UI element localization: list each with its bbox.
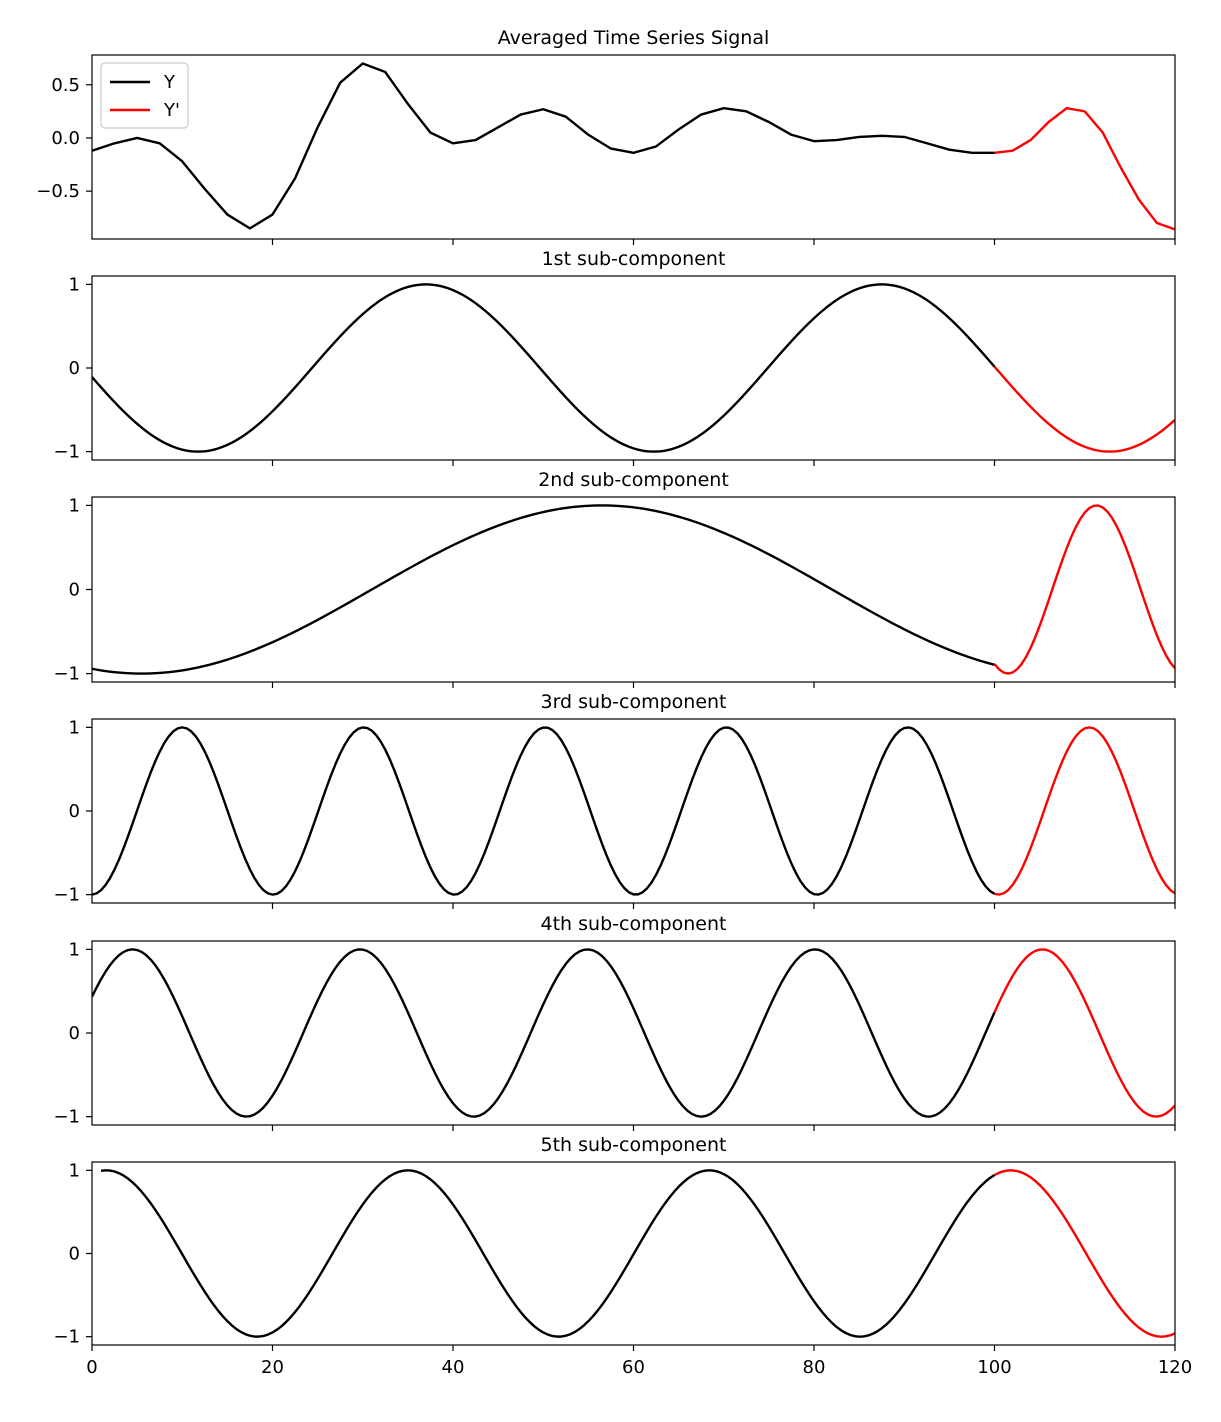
y-tick-label: −1 <box>53 442 80 463</box>
y-tick-label: 1 <box>69 495 80 516</box>
chart-panel-4: 3rd sub-component −1 0 1 <box>53 691 1176 909</box>
legend-label: Y <box>163 72 176 93</box>
y-tick-label: −0.5 <box>36 181 80 202</box>
chart-panel-3: 2nd sub-component −1 0 1 <box>53 469 1176 688</box>
series-line-forecast <box>993 504 1175 675</box>
series-line-observed <box>92 283 996 453</box>
series-line-forecast <box>994 726 1175 896</box>
y-tick-label: 1 <box>69 717 80 738</box>
legend-label: Y' <box>163 100 180 121</box>
chart-title: 1st sub-component <box>542 248 726 270</box>
x-tick-label: 20 <box>261 1357 284 1378</box>
y-tick-label: 1 <box>69 274 80 295</box>
series-line-observed <box>92 948 996 1118</box>
chart-panel-5: 4th sub-component −1 0 1 <box>53 913 1176 1131</box>
y-tick-label: 0.0 <box>51 128 80 149</box>
series-line-y <box>92 62 995 230</box>
y-tick-label: −1 <box>53 1327 80 1348</box>
chart-title: 5th sub-component <box>541 1134 727 1156</box>
legend: Y Y' <box>100 62 189 129</box>
series-line-observed <box>92 726 996 896</box>
chart-title: 4th sub-component <box>541 913 727 935</box>
plot-frame <box>91 940 1176 1126</box>
plot-frame <box>91 718 1176 904</box>
x-tick-label: 60 <box>622 1357 645 1378</box>
y-tick-label: 0 <box>69 801 80 822</box>
x-tick-label: 80 <box>803 1357 826 1378</box>
y-tick-label: 0 <box>69 358 80 379</box>
x-tick-label: 120 <box>1158 1357 1192 1378</box>
y-tick-label: 0 <box>69 1244 80 1265</box>
y-tick-label: −1 <box>53 1107 80 1128</box>
y-tick-label: −1 <box>53 885 80 906</box>
y-tick-label: 0.5 <box>51 75 80 96</box>
x-tick-label: 40 <box>442 1357 465 1378</box>
chart-panel-2: 1st sub-component −1 0 1 <box>53 248 1176 466</box>
y-tick-label: 0 <box>69 1023 80 1044</box>
y-tick-label: 0 <box>69 580 80 601</box>
x-tick-label: 100 <box>977 1357 1011 1378</box>
x-tick-label: 0 <box>86 1357 97 1378</box>
series-line-forecast <box>993 948 1175 1118</box>
series-line-forecast <box>993 1169 1175 1338</box>
chart-panel-1: Averaged Time Series Signal −0.5 0.0 0.5 Y Y' <box>36 27 1176 245</box>
series-line-forecast <box>993 365 1175 453</box>
plot-frame <box>91 496 1176 683</box>
plot-frame <box>91 54 1176 240</box>
chart-title: 3rd sub-component <box>540 691 726 713</box>
plot-frame <box>91 275 1176 461</box>
legend-box <box>100 62 189 129</box>
chart-title: 2nd sub-component <box>538 469 729 491</box>
series-line-observed <box>92 504 995 675</box>
y-tick-label: 1 <box>69 939 80 960</box>
series-line-y-prime <box>994 106 1175 231</box>
y-tick-label: 1 <box>69 1160 80 1181</box>
y-tick-label: −1 <box>53 664 80 685</box>
series-line-observed <box>100 1169 996 1338</box>
chart-title: Averaged Time Series Signal <box>498 27 770 49</box>
